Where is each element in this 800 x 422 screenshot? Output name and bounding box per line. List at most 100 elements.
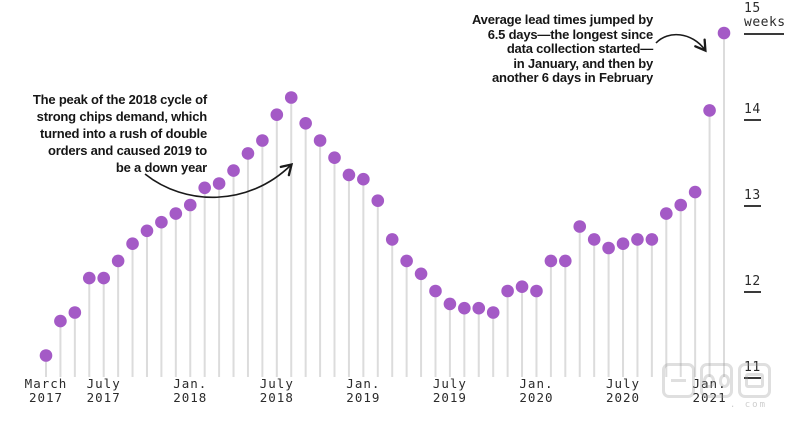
data-point: May 2018: 13.6 weeks — [241, 147, 255, 160]
data-point: Dec 2020: 13.15 weeks — [688, 185, 702, 199]
data-point: May 2017: 11.75 weeks — [68, 306, 82, 319]
data-point: May 2020: 12.6 weeks — [587, 233, 601, 246]
y-tick-value: 11 — [744, 360, 761, 375]
annotation-line: orders and caused 2019 to — [47, 143, 207, 158]
annotation-line: data collection started— — [506, 41, 653, 57]
data-point: Aug 2020: 12.6 weeks — [631, 233, 644, 246]
data-point: Jan 2019: 13.3 weeks — [357, 172, 370, 186]
watermark-glyph-zhi — [662, 363, 695, 398]
data-point: Jan 2021: 14.1 weeks — [703, 104, 716, 117]
x-tick-month: Jan. — [519, 376, 554, 391]
data-point: Dec 2018: 13.35 weeks — [342, 168, 356, 182]
data-point: Jun 2017: 12.15 weeks — [82, 271, 96, 285]
y-tick-value: 12 — [744, 274, 761, 289]
annotation-line: strong chips demand, which — [36, 109, 208, 124]
x-tick-year: 2018 — [259, 390, 294, 405]
data-point: Jan 2020: 12 weeks — [530, 284, 543, 298]
data-point: Jul 2018: 14.05 weeks — [270, 108, 284, 121]
data-point: Oct 2018: 13.75 weeks — [313, 134, 327, 147]
x-tick-year: 2017 — [28, 390, 64, 405]
y-tick-mark — [744, 291, 761, 293]
x-tick-month: July — [86, 376, 121, 391]
annotation-line: Average lead times jumped by — [471, 12, 653, 27]
y-tick-mark — [744, 33, 784, 35]
watermark-suffix: . com — [729, 400, 767, 410]
stems-group — [45, 33, 725, 377]
y-tick-label: 13 — [744, 189, 761, 207]
data-point: Aug 2018: 14.25 weeks — [284, 91, 298, 104]
data-point: May 2019: 12.2 weeks — [414, 267, 428, 281]
data-point: Apr 2019: 12.35 weeks — [400, 254, 413, 268]
annotation-2021-jump: Average lead times jumped by 6.5 days—the… — [471, 12, 654, 86]
data-point: Jun 2018: 13.75 weeks — [256, 134, 269, 147]
x-tick-year: 2019 — [432, 390, 467, 405]
data-point: Nov 2020: 13 weeks — [674, 198, 688, 212]
y-tick-label: 15 weeks — [744, 2, 786, 35]
dots-group: Mar 2017: 11.25 weeks Apr 2017: 11.65 wee… — [39, 26, 731, 362]
watermark-glyphs — [662, 363, 771, 398]
data-point: Jul 2019: 11.85 weeks — [443, 297, 457, 311]
x-tick-label: July 2019 — [433, 377, 467, 405]
y-tick-label: 11 — [744, 361, 761, 379]
data-point: Jun 2019: 12 weeks — [429, 284, 442, 298]
zhidx-watermark: . com — [662, 363, 771, 410]
y-tick-value: 13 — [744, 188, 761, 203]
x-tick-label: July 2018 — [260, 377, 294, 405]
data-point: Oct 2020: 12.9 weeks — [659, 207, 673, 220]
x-tick-month: Jan. — [346, 376, 381, 391]
data-point: Aug 2019: 11.8 weeks — [458, 301, 471, 315]
data-point: Apr 2020: 12.75 weeks — [573, 220, 587, 233]
annotation-line: in January, and then by — [513, 55, 653, 71]
data-point: Feb 2020: 12.35 weeks — [544, 254, 558, 268]
watermark-glyph-dong — [700, 363, 733, 398]
data-point: Nov 2019: 12 weeks — [501, 284, 514, 298]
y-tick-mark — [744, 377, 761, 379]
y-tick-value: 14 — [744, 102, 761, 117]
left-annotation-arrow — [144, 162, 294, 199]
x-tick-label: Jan. 2019 — [346, 377, 380, 405]
data-point: Mar 2017: 11.25 weeks — [39, 349, 53, 362]
right-annotation-arrow — [655, 33, 707, 53]
watermark-glyph-xi — [738, 363, 771, 398]
x-tick-month: July — [605, 376, 641, 391]
y-tick-label: 14 — [744, 103, 761, 121]
data-point: Mar 2019: 12.6 weeks — [385, 233, 399, 246]
annotation-line: 6.5 days—the longest since — [487, 26, 654, 42]
data-point: Sep 2017: 12.55 weeks — [126, 237, 139, 250]
data-point: Nov 2018: 13.55 weeks — [328, 151, 341, 164]
x-tick-month: March — [24, 376, 68, 391]
annotation-line: turned into a rush of double — [40, 126, 207, 141]
x-tick-label: March 2017 — [25, 377, 68, 405]
annotation-line: be a down year — [115, 160, 207, 175]
data-point: Oct 2019: 11.75 weeks — [486, 306, 500, 319]
x-tick-month: July — [432, 376, 467, 391]
y-tick-value: 15 — [744, 1, 761, 16]
data-point: Jun 2020: 12.5 weeks — [602, 241, 615, 255]
x-tick-label: Jan. 2018 — [173, 377, 207, 405]
data-point: Apr 2018: 13.4 weeks — [227, 164, 240, 177]
x-tick-year: 2020 — [605, 390, 641, 405]
data-point: Jul 2017: 12.15 weeks — [97, 271, 111, 285]
y-tick-label: 12 — [744, 275, 761, 293]
y-axis-unit: weeks — [744, 15, 786, 30]
data-point: Sep 2019: 11.8 weeks — [472, 301, 486, 315]
data-point: Sep 2018: 13.95 weeks — [299, 117, 312, 130]
data-point: Sep 2020: 12.6 weeks — [645, 233, 659, 246]
x-tick-month: July — [259, 376, 294, 391]
data-point: Dec 2017: 12.9 weeks — [169, 207, 183, 220]
x-tick-label: July 2017 — [87, 377, 121, 405]
x-tick-year: 2018 — [173, 390, 208, 405]
x-tick-month: Jan. — [173, 376, 208, 391]
data-point: Mar 2020: 12.35 weeks — [559, 254, 572, 268]
x-tick-year: 2019 — [346, 390, 381, 405]
annotation-line: The peak of the 2018 cycle of — [32, 92, 207, 107]
x-tick-year: 2017 — [86, 390, 121, 405]
data-point: Jul 2020: 12.55 weeks — [616, 237, 630, 250]
data-point: Jan 2018: 13 weeks — [183, 198, 197, 212]
data-point: Dec 2019: 12.05 weeks — [515, 280, 529, 294]
annotation-2018-peak: The peak of the 2018 cycle of strong chip… — [33, 91, 207, 176]
data-point: Apr 2017: 11.65 weeks — [54, 314, 67, 328]
y-tick-mark — [744, 205, 761, 207]
